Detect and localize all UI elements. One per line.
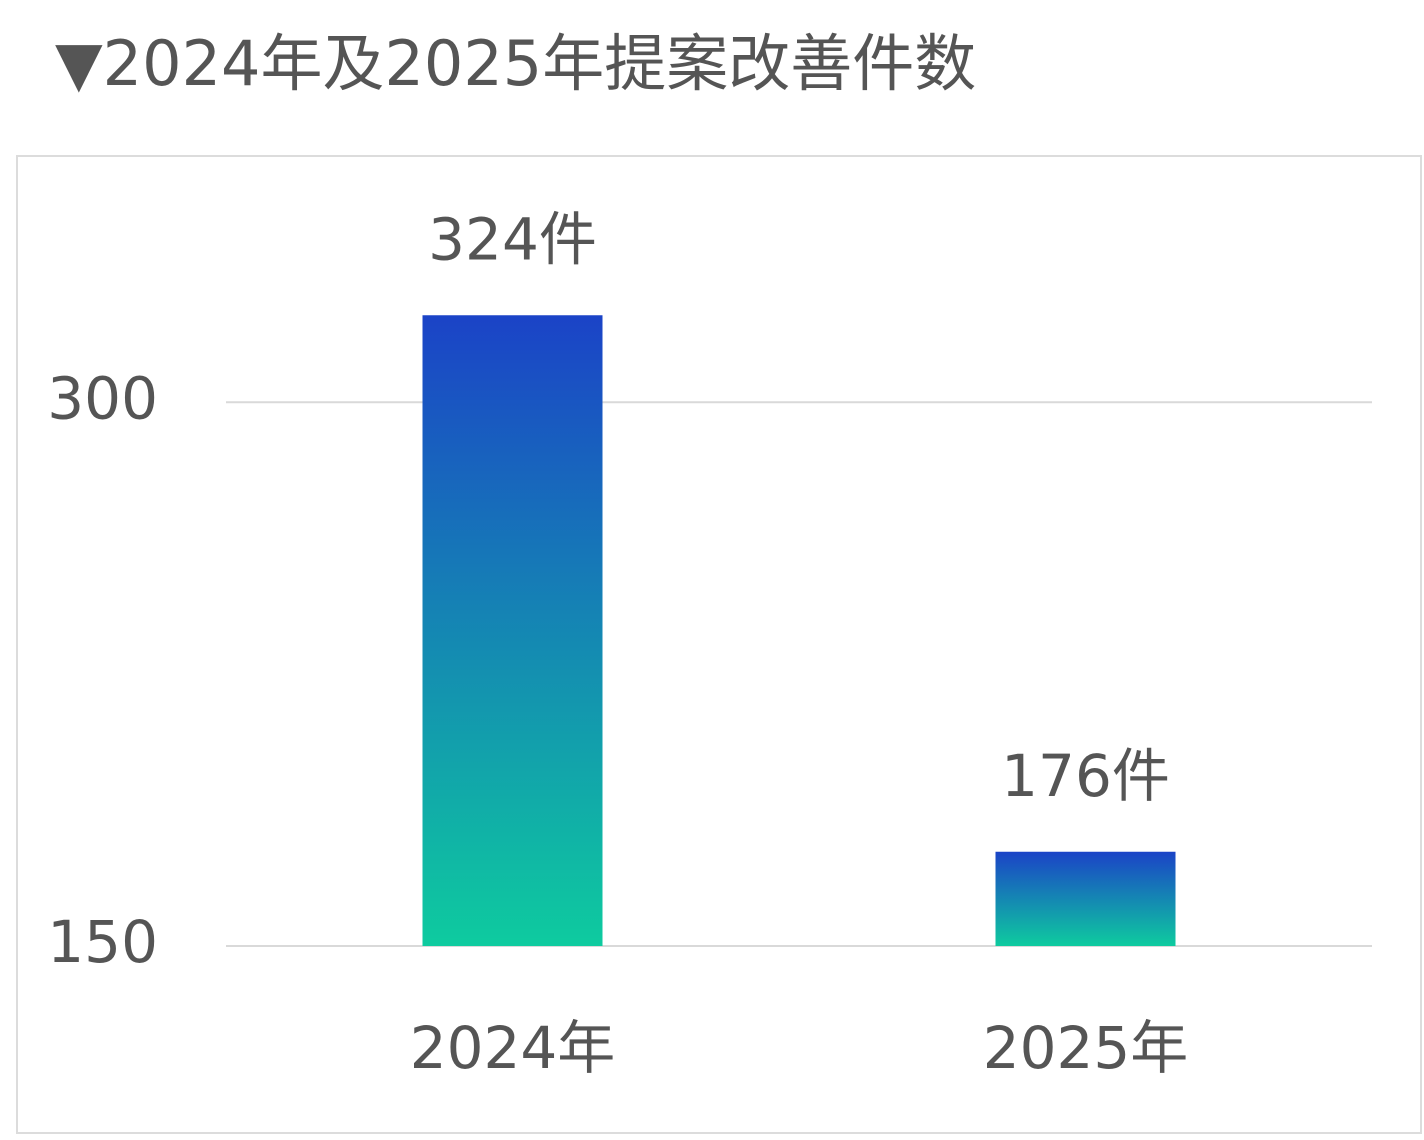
bar	[995, 851, 1176, 946]
value-label: 176件	[1001, 742, 1170, 810]
bar	[422, 315, 603, 946]
x-tick-label: 2024年	[410, 1014, 616, 1082]
value-label: 324件	[428, 205, 597, 273]
chart-title: ▼2024年及2025年提案改善件数	[55, 27, 976, 100]
x-tick-label: 2025年	[983, 1014, 1189, 1082]
y-tick-label: 150	[47, 908, 158, 976]
y-tick-label: 300	[47, 364, 158, 432]
chart-frame	[16, 155, 1422, 1134]
